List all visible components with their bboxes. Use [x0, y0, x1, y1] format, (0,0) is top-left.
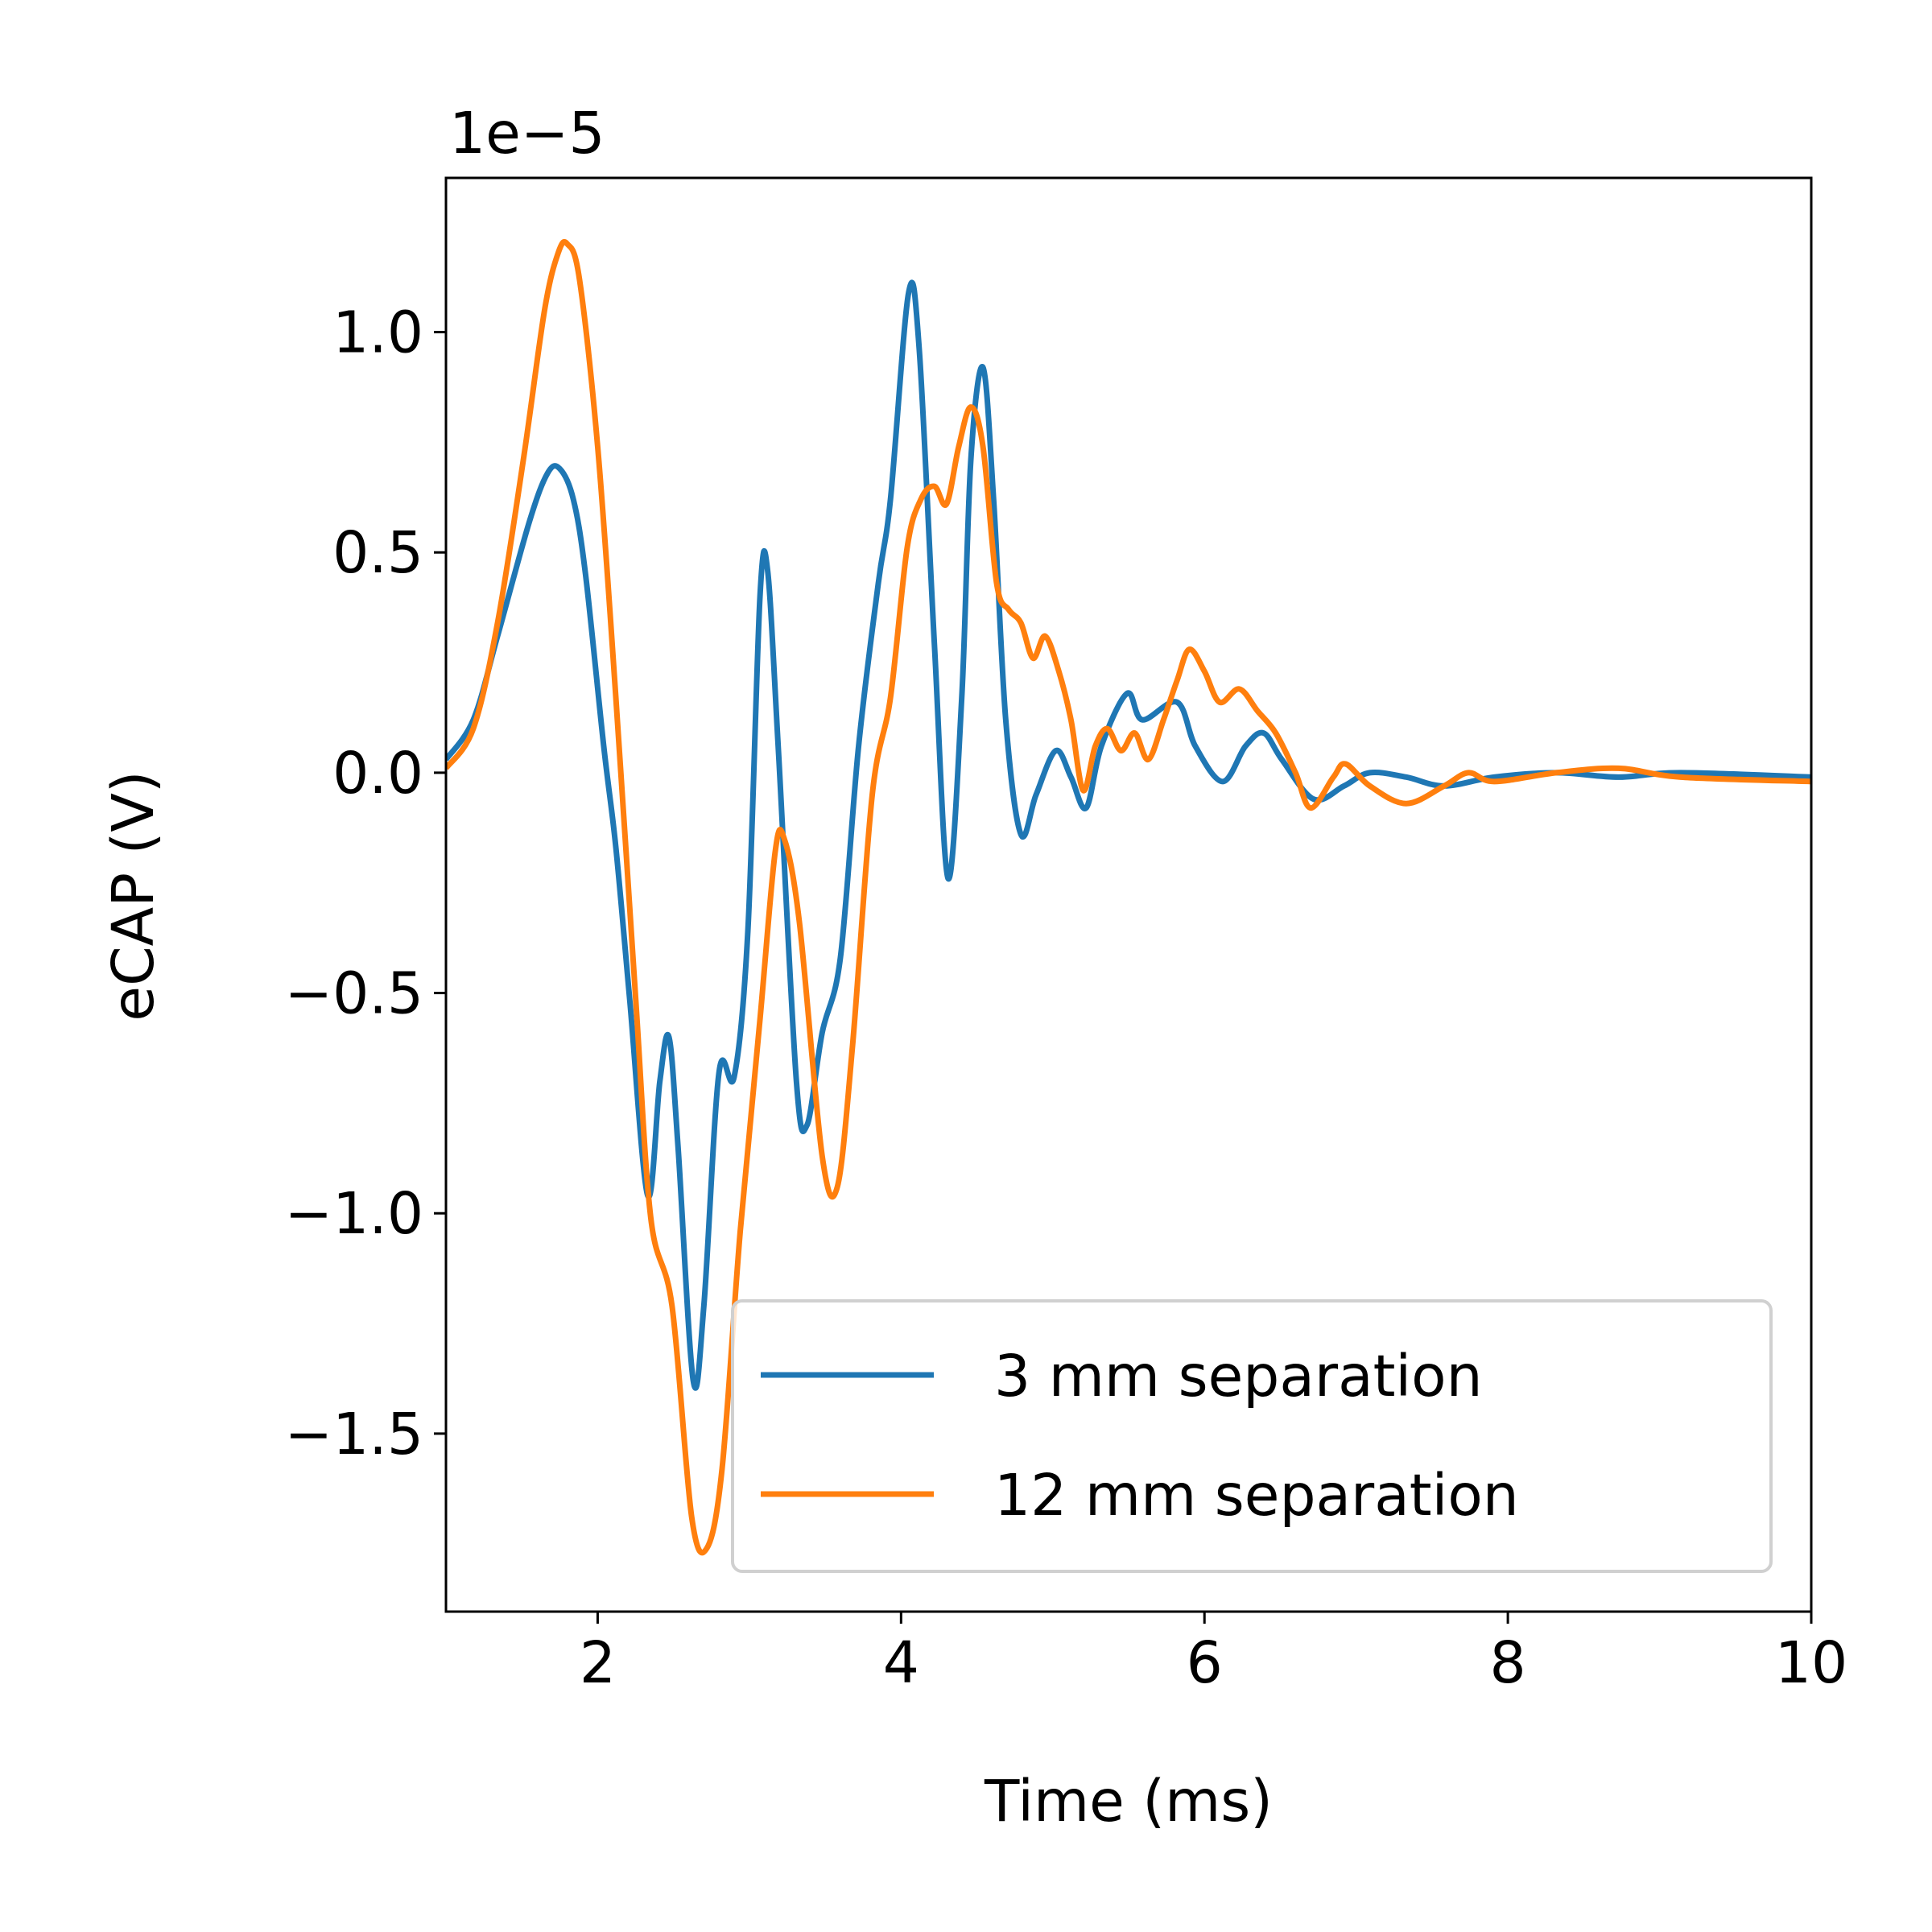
y-tick-label: −0.5 — [285, 960, 423, 1027]
legend-label: 3 mm separation — [994, 1343, 1483, 1410]
y-offset-label: 1e−5 — [449, 100, 605, 167]
y-tick-label: 0.5 — [332, 519, 423, 586]
x-tick-label: 10 — [1775, 1629, 1847, 1696]
y-axis-label: eCAP (V) — [100, 770, 167, 1021]
legend-box — [731, 1299, 1773, 1573]
y-tick-label: −1.0 — [285, 1180, 423, 1247]
legend-label: 12 mm separation — [994, 1462, 1519, 1529]
x-tick-label: 6 — [1187, 1629, 1223, 1696]
x-tick-label: 4 — [883, 1629, 919, 1696]
x-tick-label: 2 — [580, 1629, 616, 1696]
plot-frame — [444, 176, 1813, 1613]
y-tick-label: −1.5 — [285, 1401, 423, 1468]
y-tick-label: 0.0 — [332, 740, 423, 807]
line-series — [446, 239, 1811, 1556]
x-tick-label: 8 — [1490, 1629, 1526, 1696]
x-axis-label: Time (ms) — [984, 1768, 1273, 1835]
y-tick-label: 1.0 — [332, 299, 423, 366]
